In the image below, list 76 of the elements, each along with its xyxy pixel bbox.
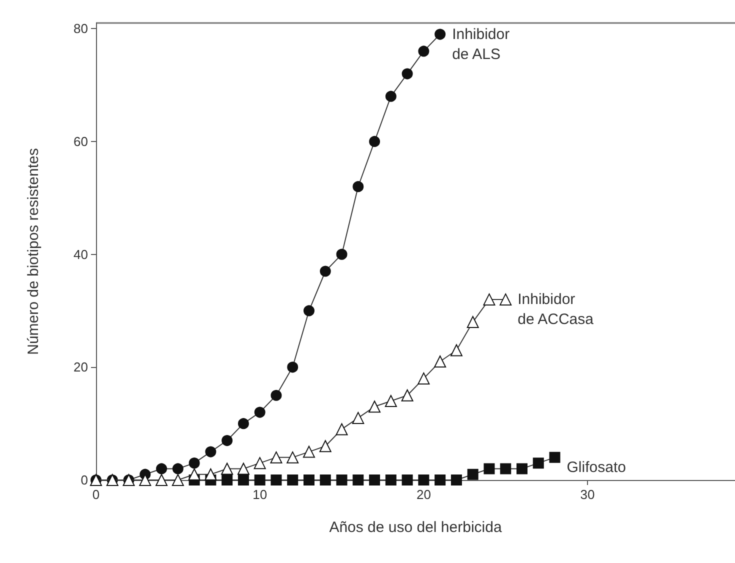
point <box>237 462 250 475</box>
point <box>304 305 314 316</box>
point <box>368 400 381 413</box>
point <box>532 458 544 469</box>
y-tick-label: 20 <box>74 360 88 375</box>
point <box>304 474 314 486</box>
x-tick-label: 30 <box>580 487 595 502</box>
point <box>320 474 331 486</box>
y-tick-label: 60 <box>74 134 88 149</box>
series-label: Glifosato <box>566 458 626 476</box>
point <box>254 474 266 486</box>
point <box>500 463 512 474</box>
point <box>303 446 315 458</box>
point <box>188 458 200 469</box>
point <box>484 463 495 474</box>
point <box>418 372 430 384</box>
point <box>319 440 332 452</box>
point <box>286 451 299 464</box>
y-tick-label: 80 <box>74 21 88 36</box>
point <box>549 452 560 463</box>
point <box>270 474 282 486</box>
point <box>401 389 414 402</box>
point <box>483 293 496 306</box>
point <box>402 474 413 486</box>
point <box>320 266 331 277</box>
point <box>385 90 396 102</box>
point <box>418 474 430 486</box>
point <box>352 412 364 424</box>
point <box>336 474 348 486</box>
point <box>369 474 380 486</box>
point <box>222 474 233 486</box>
point <box>205 446 216 458</box>
point <box>352 474 364 486</box>
point <box>450 344 462 356</box>
point <box>450 474 462 486</box>
point <box>139 474 152 486</box>
series-label: Inhibidor de ACCasa <box>518 290 594 328</box>
point <box>270 390 282 401</box>
point <box>270 451 282 464</box>
point <box>254 406 266 418</box>
point <box>238 418 249 430</box>
point <box>287 474 298 486</box>
point <box>172 474 184 486</box>
point <box>384 395 397 408</box>
series-label: Inhibidor de ALS <box>452 26 510 63</box>
point <box>352 181 364 192</box>
point <box>336 248 348 260</box>
x-tick-label: 20 <box>416 487 431 502</box>
point <box>500 293 512 306</box>
point <box>221 462 234 475</box>
point <box>402 68 413 80</box>
point <box>434 474 446 486</box>
point <box>467 468 478 480</box>
point <box>238 474 249 486</box>
y-axis-title: Número de biotipos resistentes <box>25 148 42 355</box>
x-tick-label: 0 <box>92 487 100 502</box>
point <box>156 463 168 474</box>
point <box>418 46 430 57</box>
point <box>204 468 217 480</box>
point <box>434 28 446 40</box>
point <box>287 362 298 373</box>
point <box>516 463 528 474</box>
x-tick-label: 10 <box>252 487 268 502</box>
point <box>434 356 446 368</box>
point <box>336 423 348 436</box>
point <box>172 463 184 474</box>
y-tick-label: 0 <box>80 472 88 488</box>
point <box>369 136 380 147</box>
point <box>254 457 266 470</box>
point <box>466 316 479 328</box>
point <box>385 474 396 486</box>
point <box>188 468 200 480</box>
x-axis-title: Años de uso del herbicida <box>329 519 502 536</box>
y-tick-label: 40 <box>74 246 88 262</box>
point <box>222 435 233 446</box>
point <box>156 474 168 486</box>
